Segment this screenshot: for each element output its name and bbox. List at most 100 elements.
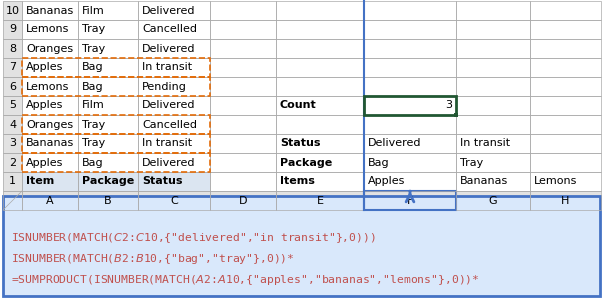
Text: D: D — [239, 196, 247, 205]
Text: 8: 8 — [9, 43, 16, 54]
Bar — [530, 172, 601, 191]
Bar — [138, 191, 210, 210]
Bar — [456, 153, 530, 172]
Bar — [276, 39, 364, 58]
Bar — [364, 172, 456, 191]
Bar — [138, 134, 210, 153]
Bar — [22, 115, 210, 134]
Bar — [276, 172, 364, 191]
Text: Apples: Apples — [26, 62, 63, 72]
Bar — [138, 115, 210, 134]
Bar — [210, 58, 276, 77]
Bar — [456, 172, 530, 191]
Bar — [456, 115, 530, 134]
Bar — [3, 96, 22, 115]
Bar — [530, 1, 601, 20]
Bar — [530, 115, 601, 134]
Text: Tray: Tray — [82, 120, 105, 129]
Bar — [22, 191, 78, 210]
Bar — [3, 58, 22, 77]
Text: Lemons: Lemons — [26, 25, 69, 34]
Bar — [456, 191, 530, 210]
Bar — [138, 20, 210, 39]
Bar — [364, 20, 456, 39]
Text: Item: Item — [26, 176, 54, 187]
Bar — [364, 191, 456, 210]
Bar — [276, 58, 364, 77]
Bar — [456, 39, 530, 58]
Text: Delivered: Delivered — [142, 100, 196, 111]
Bar — [530, 191, 601, 210]
Bar — [138, 77, 210, 96]
Text: Film: Film — [82, 5, 104, 16]
Bar — [78, 96, 138, 115]
Text: Oranges: Oranges — [26, 43, 73, 54]
Text: 7: 7 — [9, 62, 16, 72]
Text: H: H — [561, 196, 570, 205]
Bar — [3, 191, 22, 210]
Bar — [456, 77, 530, 96]
Bar — [3, 20, 22, 39]
Bar — [3, 58, 22, 77]
Bar — [276, 1, 364, 20]
Text: G: G — [489, 196, 497, 205]
Text: In transit: In transit — [460, 138, 510, 149]
Text: Status: Status — [280, 138, 321, 149]
Bar — [364, 153, 456, 172]
Text: Tray: Tray — [82, 43, 105, 54]
Bar — [364, 39, 456, 58]
Bar — [530, 20, 601, 39]
Text: Delivered: Delivered — [142, 43, 196, 54]
Bar — [78, 20, 138, 39]
Text: Bananas: Bananas — [26, 138, 74, 149]
Bar — [530, 191, 601, 210]
Text: Apples: Apples — [368, 176, 405, 187]
Text: 10: 10 — [5, 5, 19, 16]
Bar — [138, 172, 210, 191]
Text: Cancelled: Cancelled — [142, 120, 197, 129]
Bar — [210, 153, 276, 172]
Bar — [3, 115, 22, 134]
Bar — [3, 1, 22, 20]
Text: A: A — [46, 196, 54, 205]
Bar — [530, 153, 601, 172]
Bar — [364, 77, 456, 96]
Bar — [456, 96, 530, 115]
Text: Items: Items — [280, 176, 315, 187]
Bar — [530, 39, 601, 58]
Bar — [22, 172, 78, 191]
Bar — [3, 172, 22, 191]
Bar — [78, 172, 138, 191]
Bar — [3, 153, 22, 172]
Bar — [276, 134, 364, 153]
Bar — [276, 96, 364, 115]
Bar — [456, 191, 530, 210]
Bar — [78, 191, 138, 210]
Bar — [456, 20, 530, 39]
Bar — [3, 134, 22, 153]
Bar — [210, 172, 276, 191]
Bar — [456, 1, 530, 20]
Text: Bag: Bag — [82, 62, 104, 72]
Text: Count: Count — [280, 100, 316, 111]
Bar — [22, 172, 78, 191]
Bar — [138, 172, 210, 191]
Bar — [364, 134, 456, 153]
Bar — [210, 39, 276, 58]
Text: 4: 4 — [9, 120, 16, 129]
Bar — [78, 134, 138, 153]
Bar — [530, 58, 601, 77]
Bar — [22, 134, 210, 153]
FancyBboxPatch shape — [3, 196, 600, 296]
Bar — [276, 153, 364, 172]
Bar — [138, 1, 210, 20]
Bar — [364, 115, 456, 134]
Text: Tray: Tray — [82, 25, 105, 34]
Bar — [276, 77, 364, 96]
Bar — [138, 191, 210, 210]
Text: Apples: Apples — [26, 100, 63, 111]
Bar — [456, 58, 530, 77]
Bar — [210, 1, 276, 20]
Bar — [138, 96, 210, 115]
Text: C: C — [170, 196, 178, 205]
